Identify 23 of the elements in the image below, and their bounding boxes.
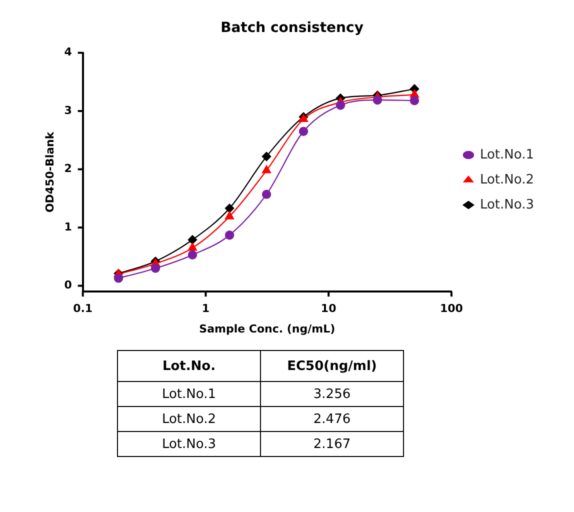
- legend-label: Lot.No.2: [480, 172, 534, 188]
- chart-title: Batch consistency: [220, 20, 364, 36]
- x-tick-label: 100: [440, 302, 464, 316]
- text: Lot.No.: [118, 350, 260, 382]
- text: 2.476: [260, 406, 404, 432]
- x-tick-label: 0.1: [73, 302, 93, 316]
- x-tick-label: 10: [320, 302, 337, 316]
- text: Lot.No.1: [118, 382, 260, 406]
- legend-label: Lot.No.3: [480, 197, 534, 212]
- text: Lot.No.3: [118, 432, 260, 456]
- y-tick-label: 0: [64, 278, 72, 292]
- text: 3.256: [260, 382, 404, 406]
- y-tick-label: 4: [64, 46, 72, 59]
- text: 2.167: [260, 432, 404, 456]
- legend-label: Lot.No.1: [480, 147, 534, 162]
- y-tick-label: 1: [64, 220, 72, 234]
- text: Lot.No.2: [118, 406, 260, 432]
- y-axis-title: OD450-Blank: [43, 131, 56, 213]
- x-axis-title: Sample Conc. (ng/mL): [199, 322, 336, 336]
- y-tick-label: 3: [64, 104, 72, 117]
- y-tick-label: 2: [64, 162, 72, 176]
- text: EC50(ng/ml): [260, 350, 404, 382]
- x-tick-label: 1: [202, 302, 210, 316]
